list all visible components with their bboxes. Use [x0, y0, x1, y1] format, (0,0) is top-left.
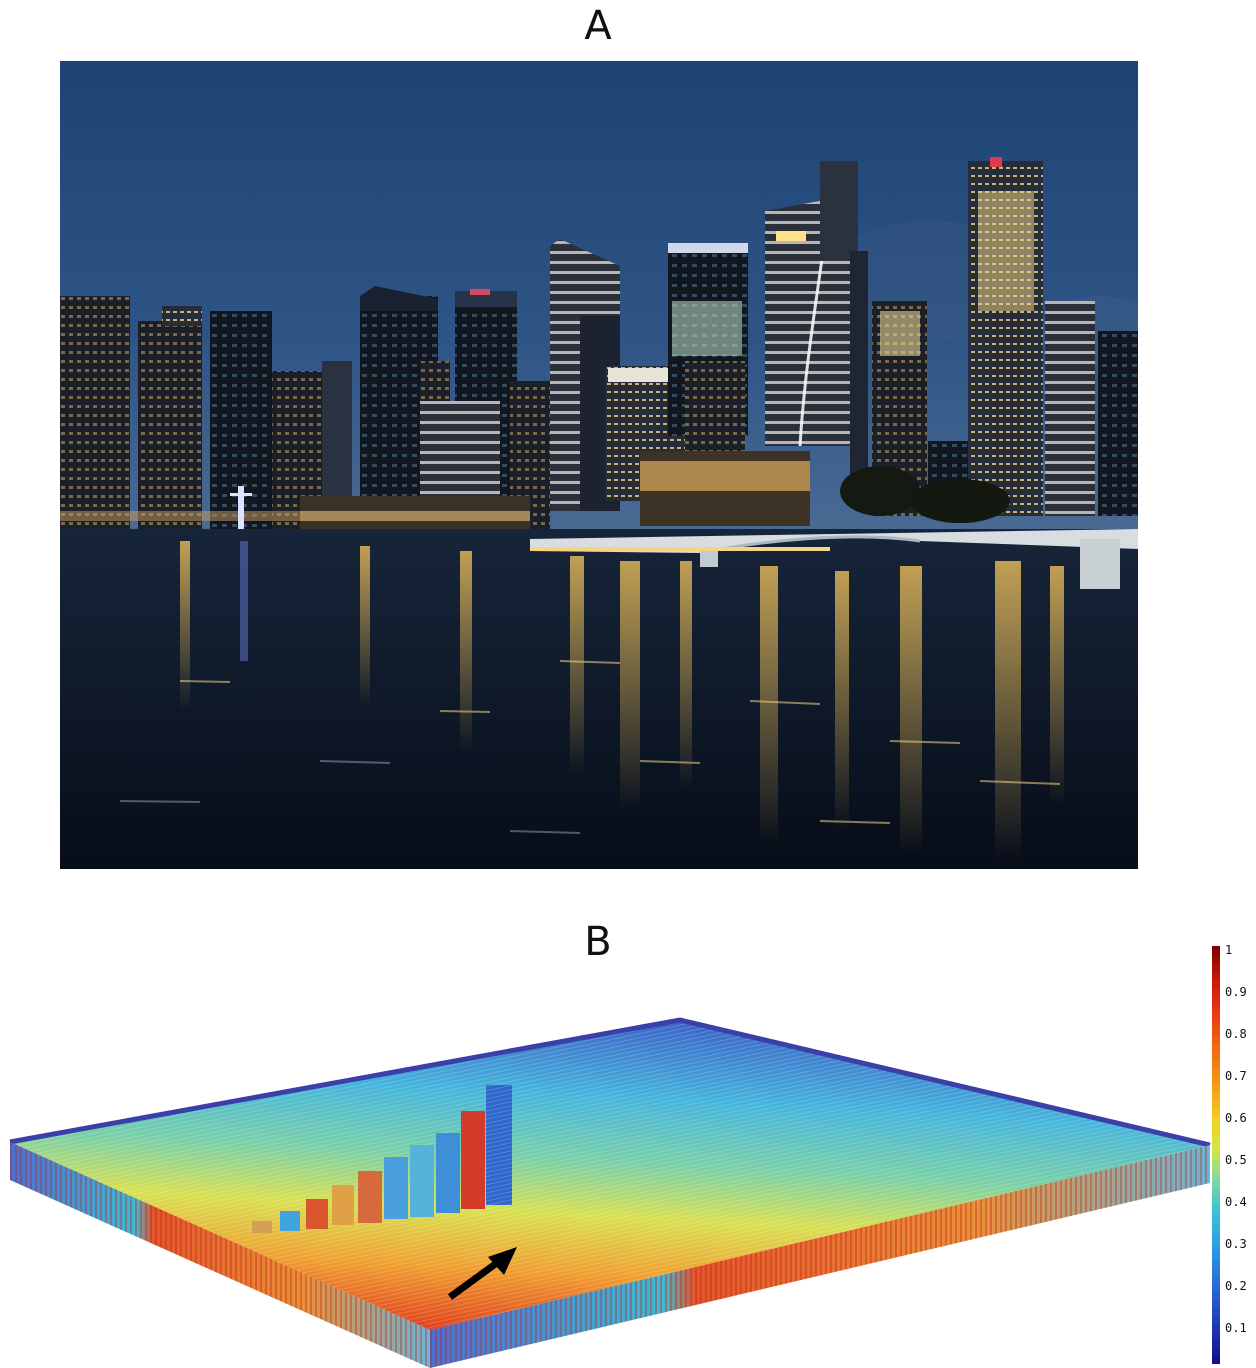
colorbar-tick: 0.6	[1225, 1111, 1247, 1125]
skyline-night-photo	[60, 61, 1138, 869]
colorbar-tick: 0.7	[1225, 1069, 1247, 1083]
colorbar-tick: 0.8	[1225, 1027, 1247, 1041]
colorbar-tick: 1	[1225, 943, 1233, 957]
arrow-annotation	[447, 1247, 517, 1300]
colorbar-tick: 0.1	[1225, 1321, 1247, 1335]
panel-label-a: A	[584, 3, 612, 49]
colorbar-tick: 0.2	[1225, 1279, 1247, 1293]
colorbar	[1212, 946, 1220, 1364]
colorbar-tick: 0.5	[1225, 1153, 1247, 1167]
bar-glyphs	[252, 1085, 512, 1233]
colorbar-tick: 0.9	[1225, 985, 1247, 999]
colorbar-tick: 0.4	[1225, 1195, 1247, 1209]
simulated-reflection-surface-3d	[9, 1017, 1211, 1368]
panel-label-b: B	[584, 919, 612, 965]
colorbar-tick: 0.3	[1225, 1237, 1247, 1251]
